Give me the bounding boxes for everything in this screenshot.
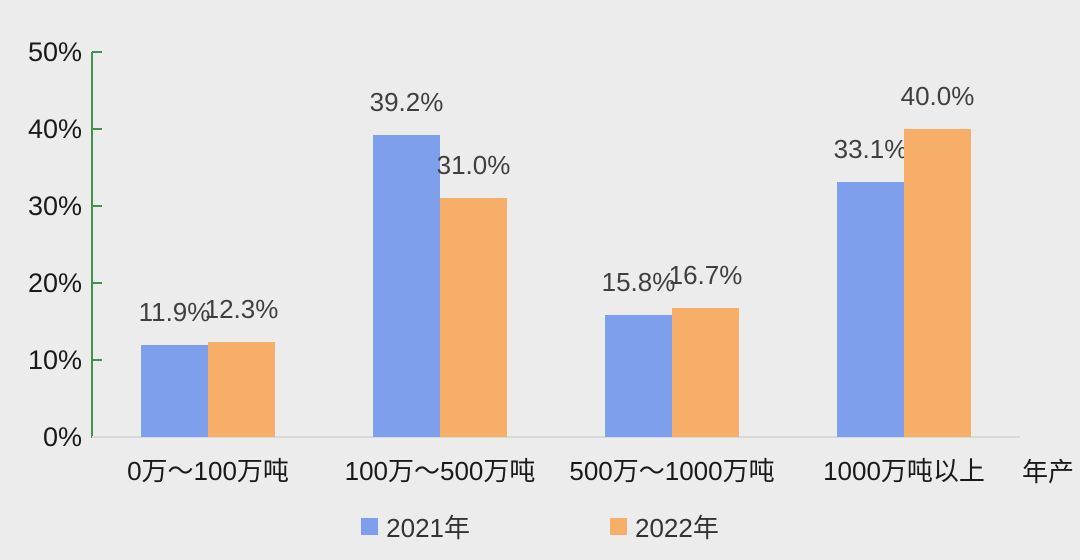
x-axis-title: 年产 — [1022, 457, 1075, 487]
bar-series2-cat4 — [904, 129, 971, 437]
x-category-label-1: 0万～100万吨 — [127, 456, 289, 486]
legend-item-2022年: 2022年 — [610, 508, 719, 545]
y-tick-label-40: 40% — [27, 114, 82, 144]
legend-label-series1: 2021年 — [386, 513, 470, 543]
y-tick-label-20: 20% — [27, 268, 82, 298]
bar-series1-cat3 — [605, 315, 672, 437]
y-tick-10 — [92, 359, 102, 361]
bar-label-series1-cat2: 39.2% — [369, 87, 444, 118]
y-tick-30 — [92, 205, 102, 207]
x-axis-line — [92, 436, 1020, 438]
plot-area: 11.9% 12.3% 39.2% 31.0% 15.8% 16.7% 33.1% 40.0% — [92, 52, 1020, 437]
bar-series1-cat4 — [837, 182, 904, 437]
legend-swatch-icon-series2 — [610, 518, 627, 535]
bar-series1-cat2 — [373, 135, 440, 437]
bar-label-series2-cat2: 31.0% — [436, 150, 511, 181]
y-axis-line — [91, 52, 93, 438]
bar-label-series1-cat3: 15.8% — [601, 267, 676, 298]
bar-series2-cat3 — [672, 308, 739, 437]
y-tick-label-10: 10% — [27, 345, 82, 375]
bar-label-series1-cat1: 11.9% — [138, 297, 211, 328]
bar-label-series2-cat4: 40.0% — [900, 81, 975, 111]
x-category-label-4: 1000万吨以上 — [823, 456, 985, 486]
y-tick-50 — [92, 51, 102, 53]
legend-item-2021年: 2021年 — [361, 508, 470, 545]
y-tick-40 — [92, 128, 102, 130]
bar-label-series2-cat1: 12.3% — [204, 294, 279, 325]
x-category-label-3: 500万～1000万吨 — [569, 456, 775, 486]
bar-series1-cat1 — [141, 345, 208, 437]
x-category-label-2: 100万～500万吨 — [344, 456, 536, 486]
bar-series2-cat2 — [440, 198, 507, 437]
legend: 2021年 2022年 — [0, 508, 1080, 545]
legend-swatch-icon-series1 — [361, 518, 379, 535]
bar-label-series2-cat3: 16.7% — [668, 260, 743, 291]
y-tick-20 — [92, 282, 102, 284]
bar-series2-cat1 — [208, 342, 275, 437]
bar-label-series1-cat4: 33.1% — [833, 134, 908, 165]
legend-label-series2: 2022年 — [635, 513, 719, 543]
y-tick-label-0: 0% — [42, 422, 82, 452]
y-tick-label-30: 30% — [27, 191, 82, 221]
y-tick-label-50: 50% — [27, 37, 82, 67]
